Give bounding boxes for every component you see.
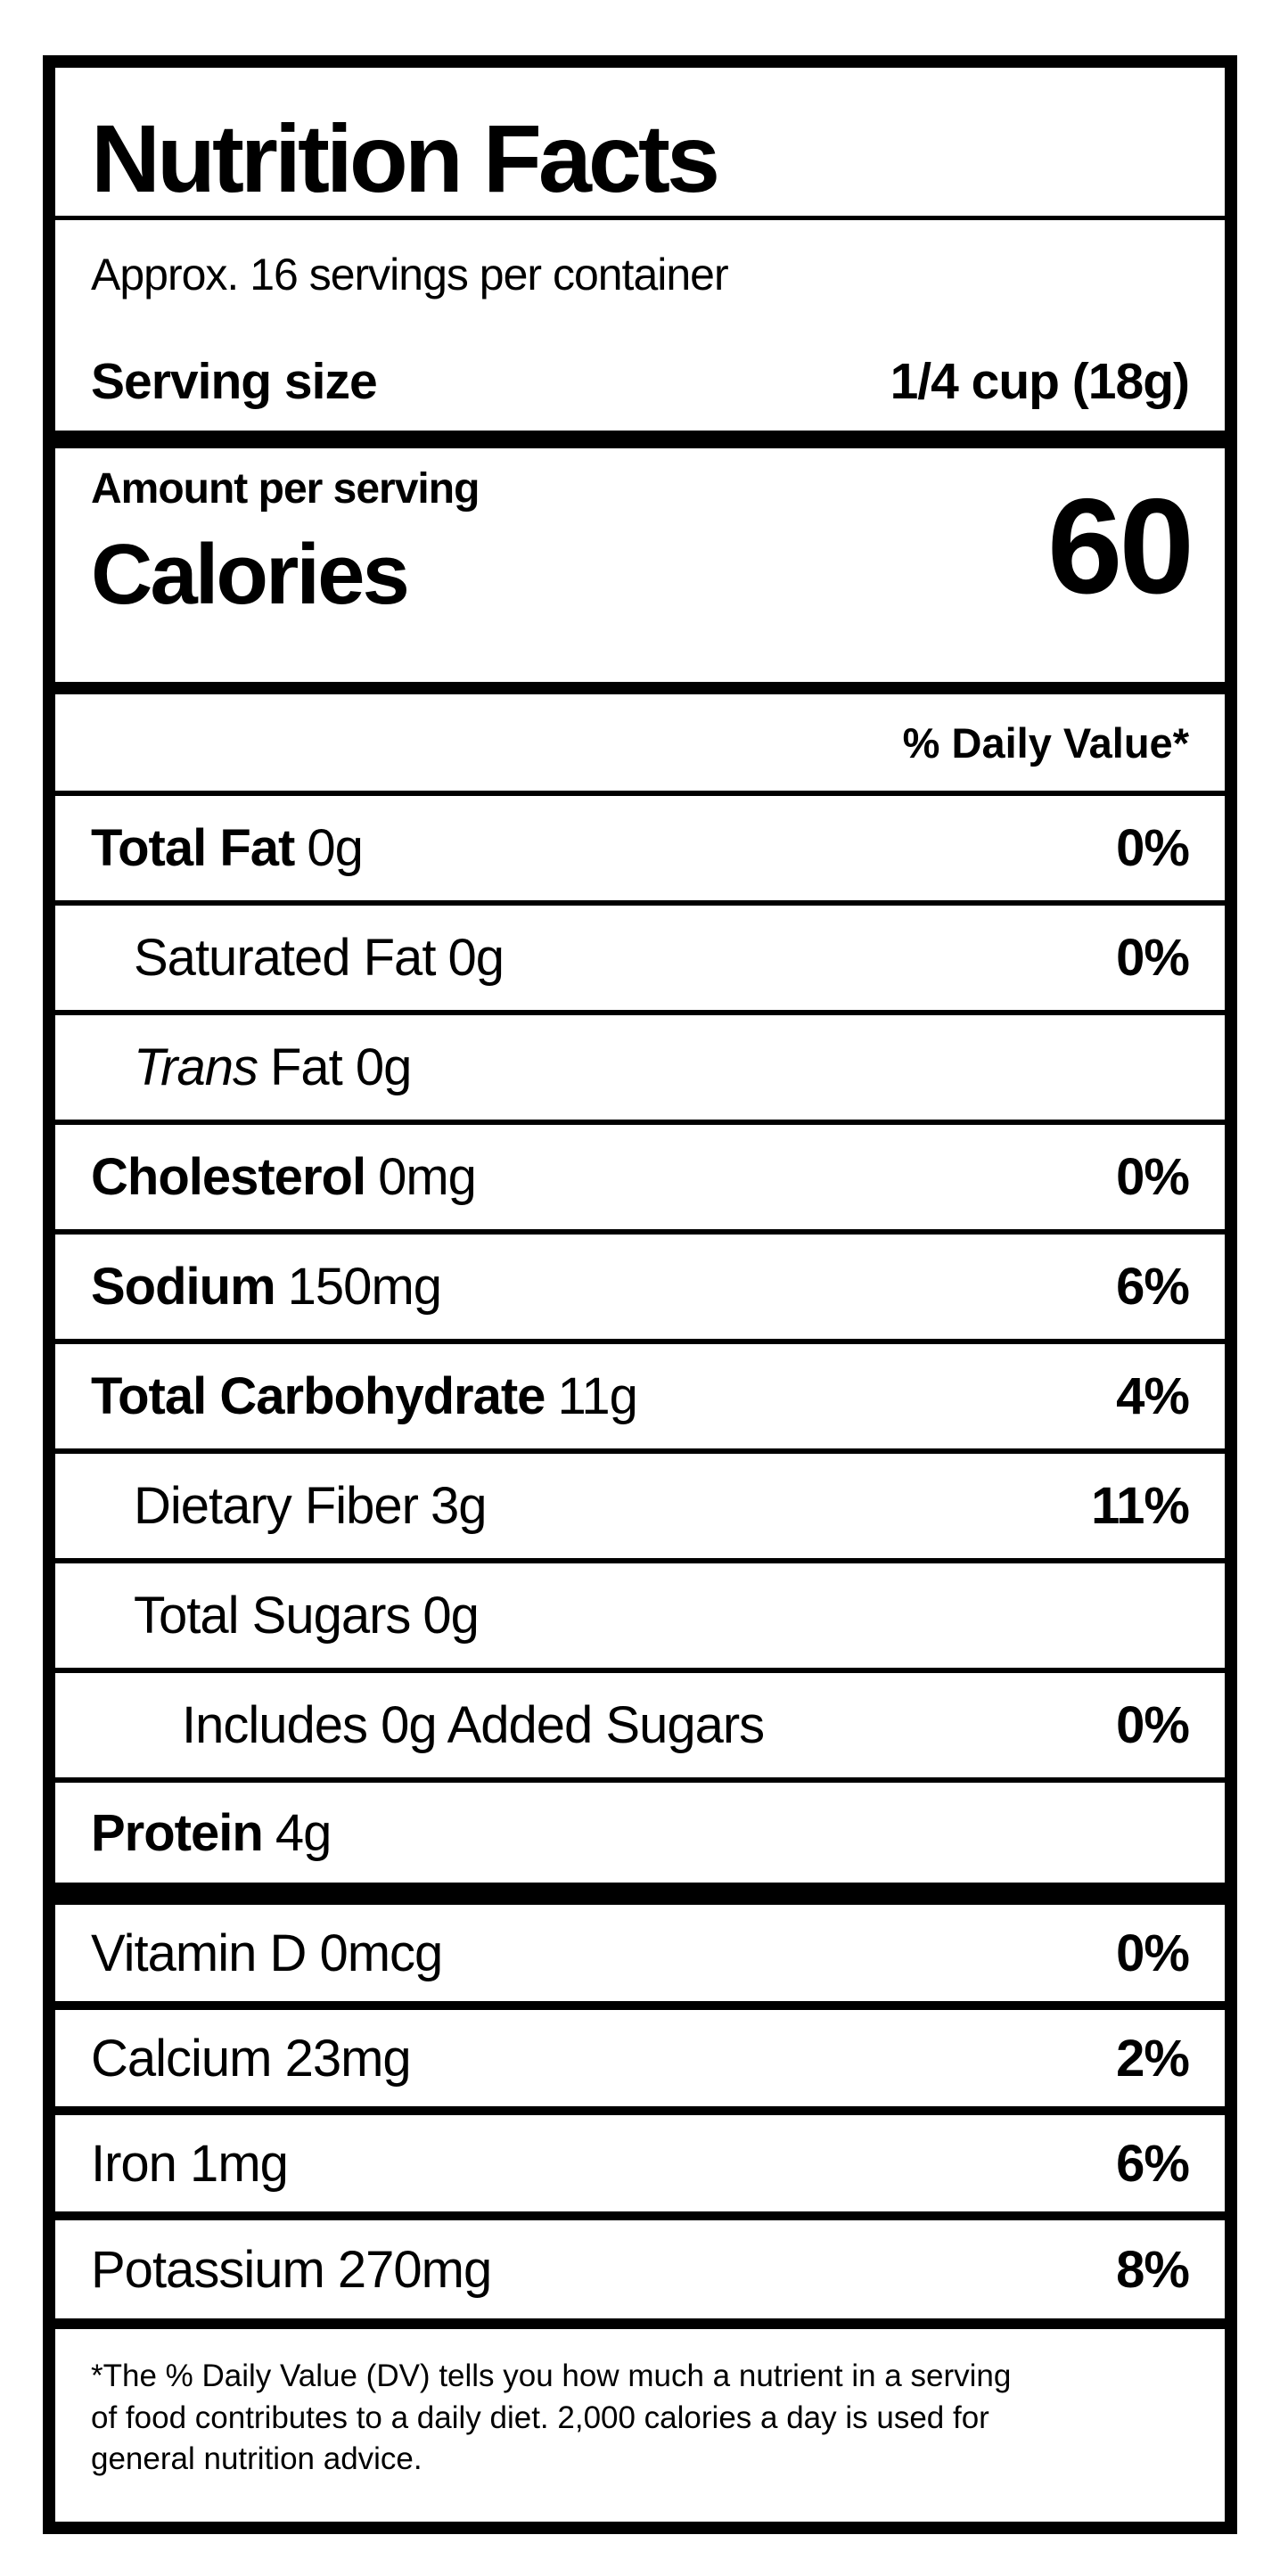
divider-thick-top — [55, 431, 1225, 448]
vitamin-dv: 8% — [1116, 2240, 1190, 2299]
footnote-line: *The % Daily Value (DV) tells you how mu… — [91, 2359, 1012, 2393]
nutrient-dv: 0% — [1116, 1148, 1190, 1206]
nutrient-row-cholesterol: Cholesterol 0mg 0% — [55, 1125, 1225, 1235]
nutrition-facts-label: Nutrition Facts Approx. 16 servings per … — [43, 55, 1237, 2534]
nutrient-dv: 4% — [1116, 1367, 1190, 1425]
nutrient-name: Cholesterol — [91, 1148, 366, 1206]
vitamin-dv: 6% — [1116, 2134, 1190, 2193]
divider-under-title — [55, 216, 1225, 220]
nutrient-amount: 0g — [447, 929, 505, 987]
nutrient-row-total-fat: Total Fat 0g 0% — [55, 796, 1225, 906]
divider-medium-calories — [55, 682, 1225, 694]
nutrient-dv: 11% — [1091, 1477, 1190, 1535]
nutrient-dv: 0% — [1116, 819, 1190, 877]
nutrient-row-protein: Protein 4g — [55, 1783, 1225, 1883]
nutrient-name: Trans — [134, 1038, 258, 1096]
vitamin-row-iron: Iron 1mg 6% — [55, 2115, 1225, 2220]
vitamin-name: Iron 1mg — [91, 2134, 289, 2193]
serving-size-row: Serving size 1/4 cup (18g) — [91, 352, 1190, 411]
nutrient-amount: 150mg — [287, 1258, 442, 1316]
nutrient-amount: Fat 0g — [269, 1038, 412, 1096]
vitamin-name: Calcium 23mg — [91, 2029, 412, 2088]
serving-size-label: Serving size — [91, 353, 378, 410]
daily-value-footnote: *The % Daily Value (DV) tells you how mu… — [55, 2329, 1225, 2522]
footnote-line: of food contributes to a daily diet. 2,0… — [91, 2400, 989, 2435]
nutrient-name: Saturated Fat — [134, 929, 436, 987]
page-title: Nutrition Facts — [91, 104, 720, 212]
nutrient-name: Protein — [91, 1803, 264, 1862]
vitamin-name: Potassium 270mg — [91, 2240, 492, 2299]
divider-thick-protein — [55, 1883, 1225, 1905]
nutrient-amount: 4g — [275, 1803, 332, 1862]
nutrient-row-saturated-fat: Saturated Fat 0g 0% — [55, 906, 1225, 1015]
servings-per-container: Approx. 16 servings per container — [91, 250, 729, 299]
nutrient-row-trans-fat: Trans Fat 0g — [55, 1015, 1225, 1125]
nutrient-row-added-sugars: Includes 0g Added Sugars 0% — [55, 1673, 1225, 1783]
vitamin-row-potassium: Potassium 270mg 8% — [55, 2220, 1225, 2329]
daily-value-header-row: % Daily Value* — [55, 694, 1225, 796]
vitamin-row-calcium: Calcium 23mg 2% — [55, 2010, 1225, 2115]
nutrient-row-total-sugars: Total Sugars 0g — [55, 1563, 1225, 1673]
nutrient-name: Includes 0g Added Sugars — [182, 1696, 765, 1754]
servings-block: Approx. 16 servings per container Servin… — [55, 220, 1225, 431]
daily-value-header: % Daily Value* — [902, 718, 1189, 767]
calories-block: Amount per serving Calories 60 — [55, 448, 1225, 682]
nutrient-dv: 0% — [1116, 1696, 1190, 1754]
calories-label: Calories — [91, 527, 410, 622]
nutrient-amount: 3g — [430, 1477, 488, 1535]
nutrient-amount: 11g — [557, 1367, 637, 1425]
calories-value: 60 — [1046, 471, 1194, 622]
nutrient-amount: 0g — [422, 1587, 480, 1645]
vitamin-dv: 0% — [1116, 1924, 1190, 1982]
nutrient-dv: 6% — [1116, 1258, 1190, 1316]
nutrient-name: Total Fat — [91, 819, 295, 877]
nutrient-amount: 0g — [307, 819, 364, 877]
nutrient-dv: 0% — [1116, 929, 1190, 987]
vitamin-row-vitamin-d: Vitamin D 0mcg 0% — [55, 1905, 1225, 2010]
nutrient-row-dietary-fiber: Dietary Fiber 3g 11% — [55, 1454, 1225, 1563]
nutrient-name: Sodium — [91, 1258, 276, 1316]
nutrient-name: Total Carbohydrate — [91, 1367, 546, 1425]
vitamin-dv: 2% — [1116, 2029, 1190, 2088]
footnote-line: general nutrition advice. — [91, 2441, 422, 2477]
title-block: Nutrition Facts — [55, 68, 1225, 216]
nutrient-row-total-carbohydrate: Total Carbohydrate 11g 4% — [55, 1344, 1225, 1454]
nutrient-name: Dietary Fiber — [134, 1477, 419, 1535]
serving-size-value: 1/4 cup (18g) — [890, 353, 1190, 410]
nutrient-name: Total Sugars — [134, 1587, 411, 1645]
vitamin-name: Vitamin D 0mcg — [91, 1924, 443, 1982]
nutrient-amount: 0mg — [378, 1148, 477, 1206]
nutrient-row-sodium: Sodium 150mg 6% — [55, 1235, 1225, 1344]
amount-per-serving-label: Amount per serving — [91, 465, 480, 513]
